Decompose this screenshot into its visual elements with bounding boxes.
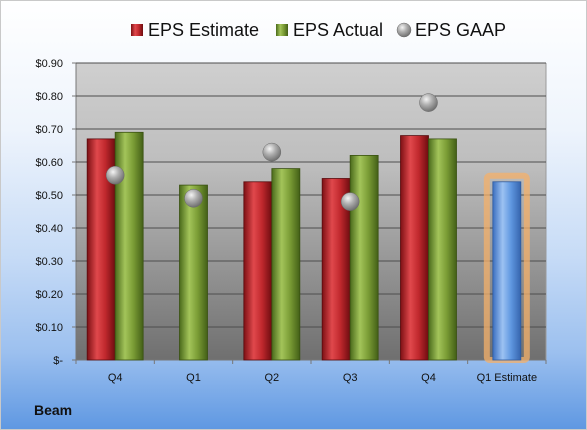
- x-tick-label: Q3: [343, 372, 358, 384]
- y-tick-label: $0.10: [35, 322, 63, 334]
- x-tick-label: Q1: [186, 372, 201, 384]
- y-tick-label: $0.50: [35, 190, 63, 202]
- eps-gaap-marker: [105, 165, 125, 185]
- eps-estimate-bar: [243, 181, 273, 361]
- legend-label: EPS Actual: [293, 20, 383, 40]
- legend-marker-eps-gaap: [396, 22, 412, 38]
- q1-estimate-bar: [492, 181, 522, 361]
- y-tick-label: $0.30: [35, 256, 63, 268]
- x-tick-label: Q1 Estimate: [477, 372, 538, 384]
- eps-gaap-marker: [184, 189, 203, 208]
- eps-actual-bar: [179, 184, 208, 361]
- x-tick-label: Q4: [421, 372, 436, 384]
- plot-area: [76, 63, 546, 360]
- x-tick-label: Q4: [108, 372, 123, 384]
- eps-gaap-marker: [262, 142, 282, 162]
- eps-estimate-bar: [400, 135, 429, 361]
- legend-label: EPS GAAP: [415, 20, 506, 40]
- legend-label: EPS Estimate: [148, 20, 259, 40]
- company-label: Beam: [34, 402, 73, 418]
- y-tick-label: $0.90: [35, 58, 63, 70]
- x-tick-label: Q2: [264, 372, 279, 384]
- y-tick-label: $0.80: [35, 91, 63, 103]
- y-tick-label: $-: [53, 355, 63, 367]
- eps-actual-bar: [349, 154, 379, 361]
- y-tick-label: $0.70: [35, 124, 63, 136]
- y-tick-label: $0.40: [35, 223, 63, 235]
- y-tick-label: $0.60: [35, 157, 63, 169]
- eps-gaap-marker: [419, 93, 438, 112]
- eps-gaap-marker: [340, 192, 360, 211]
- eps-actual-bar: [271, 168, 301, 361]
- eps-actual-bar: [428, 138, 457, 361]
- eps-actual-bar: [114, 131, 144, 361]
- legend-marker-eps-estimate: [131, 24, 143, 36]
- y-tick-label: $0.20: [35, 289, 63, 301]
- legend-marker-eps-actual: [276, 24, 288, 36]
